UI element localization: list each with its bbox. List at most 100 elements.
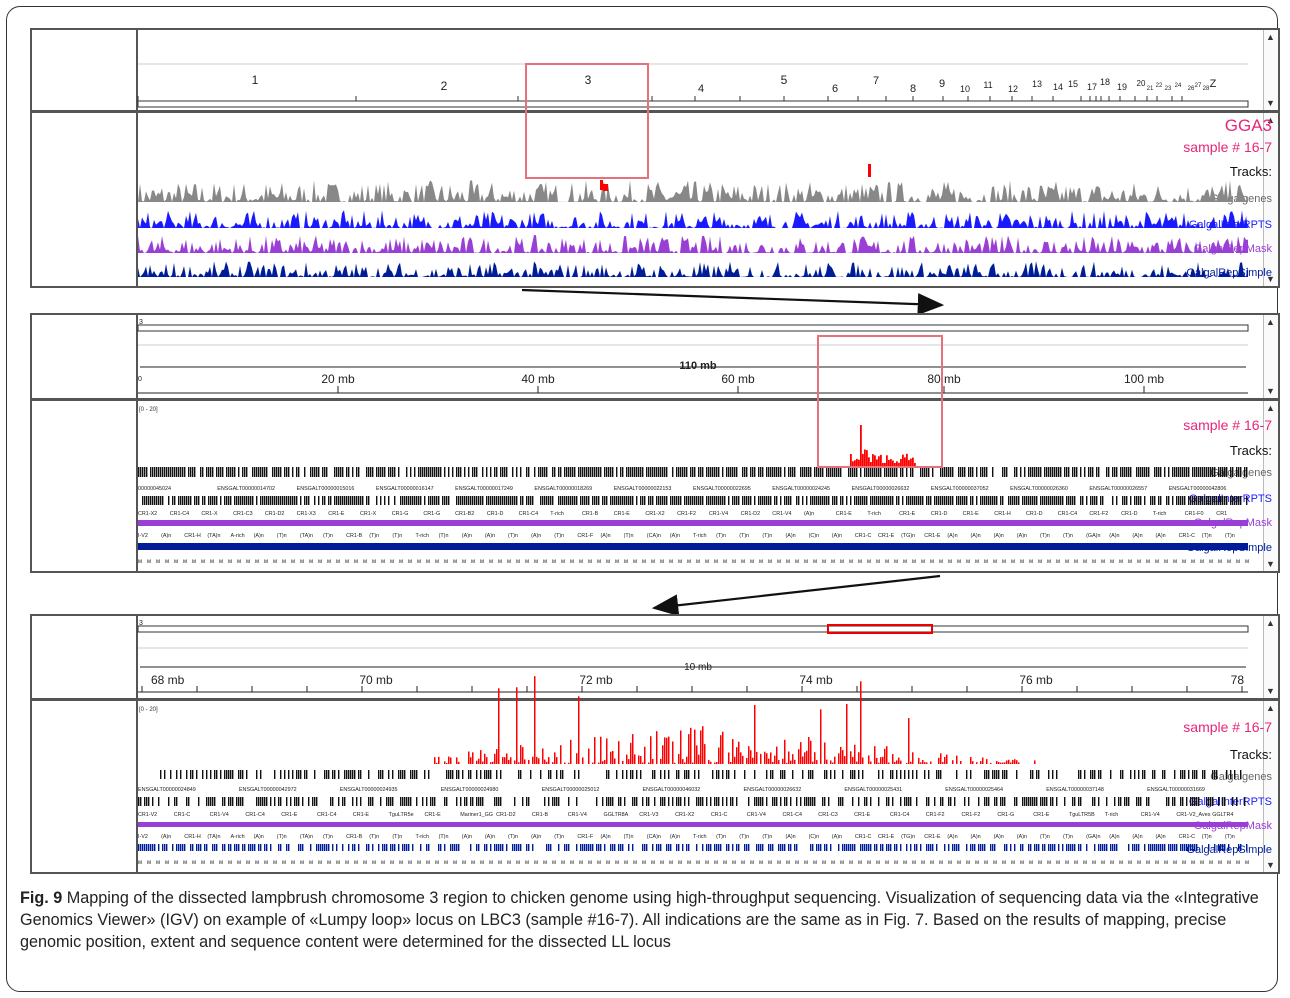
read-coverage-bar (690, 727, 692, 764)
repsimple-block (190, 844, 192, 851)
simple-repeat-label: T-rich (416, 533, 429, 539)
gene-block (1168, 467, 1170, 477)
track-marker: м (660, 559, 664, 565)
gene-block (1072, 467, 1074, 477)
read-coverage-bar (606, 738, 608, 764)
read-coverage-bar (628, 759, 630, 764)
read-coverage-bar (764, 751, 766, 764)
gene-block (860, 467, 862, 477)
interrpts-block (352, 496, 354, 505)
interrpts-block (296, 797, 298, 806)
interrpts-block (1056, 496, 1058, 505)
repsimple-block (1030, 844, 1032, 851)
tracks-scrollbar[interactable]: ▲ ▼ (1263, 401, 1278, 571)
interrpts-block (1002, 797, 1004, 806)
gene-block (422, 467, 424, 477)
interrpts-block (416, 496, 418, 505)
gene-block (346, 467, 348, 477)
interrpts-block (726, 797, 728, 806)
track-marker: м (750, 559, 754, 565)
track-marker: м (552, 860, 556, 866)
read-coverage-bar (486, 757, 488, 764)
interrpts-block (428, 496, 430, 505)
repsimple-block (782, 844, 784, 851)
repsimple-block (1238, 844, 1240, 851)
track-marker: м (246, 860, 250, 866)
gene-block (378, 467, 380, 477)
track-name-galgalrepsimple[interactable]: GalgalRepSimple (1186, 267, 1272, 279)
tracks-scrollbar[interactable]: ▲ ▼ (1263, 113, 1278, 286)
track-marker: м (1092, 860, 1096, 866)
gene-block (932, 467, 934, 477)
ruler-scrollbar[interactable]: ▲ ▼ (1263, 30, 1278, 110)
gene-block (1134, 770, 1136, 779)
interrpts-block (188, 797, 190, 806)
tracks-scrollbar[interactable]: ▲ ▼ (1263, 701, 1278, 872)
repsimple-block (236, 844, 238, 851)
track-name-galgalinterrpts[interactable]: GalgalInterRPTS (1188, 796, 1272, 808)
repsimple-block (302, 844, 304, 851)
gene-block (238, 770, 240, 779)
repsimple-block (728, 844, 730, 851)
interrpts-block (1152, 496, 1154, 505)
gene-block (1180, 467, 1182, 477)
repsimple-block (850, 844, 852, 851)
read-coverage-bar (846, 704, 848, 764)
interrpts-block (964, 797, 966, 806)
read-coverage-bar (810, 740, 812, 764)
gene-block (1142, 770, 1144, 779)
track-marker: м (156, 860, 160, 866)
gene-block (752, 467, 754, 477)
repeat-name-label: CR1-C4 (317, 812, 336, 818)
repsimple-block (880, 844, 882, 851)
repsimple-block (678, 844, 680, 851)
read-coverage-bar (446, 763, 448, 764)
gene-block (858, 770, 860, 779)
read-coverage-bar (854, 460, 856, 467)
read-coverage-bar (472, 752, 474, 764)
gene-block (754, 467, 756, 477)
gene-block (652, 467, 654, 477)
read-coverage-bar (800, 742, 802, 764)
tracks-label: Tracks: (1229, 747, 1272, 762)
repeat-name-label: CR1-C (711, 812, 728, 818)
gene-block (150, 467, 152, 477)
repsimple-block (1006, 844, 1008, 851)
track-marker: м (372, 559, 376, 565)
gene-block (398, 467, 400, 477)
gene-block (322, 467, 324, 477)
ruler-scrollbar[interactable]: ▲ ▼ (1263, 616, 1278, 698)
interrpts-block (558, 496, 560, 505)
read-coverage-bar (532, 756, 534, 764)
gene-block (984, 770, 986, 779)
repsimple-block (1110, 844, 1112, 851)
interrpts-block (346, 496, 348, 505)
gene-block (372, 467, 374, 477)
gene-block (840, 467, 842, 477)
ruler-scrollbar[interactable]: ▲ ▼ (1263, 315, 1278, 398)
repsimple-block (1208, 844, 1210, 851)
highlight-box-chr3 (525, 63, 649, 179)
gene-block (434, 467, 436, 477)
interrpts-block (1222, 797, 1224, 806)
track-marker: м (291, 860, 295, 866)
track-marker: м (1119, 860, 1123, 866)
interrpts-block (622, 496, 624, 505)
gene-block (230, 467, 232, 477)
gene-block (570, 467, 572, 477)
simple-repeat-label: (A)n (971, 533, 981, 539)
gene-block (716, 467, 718, 477)
gene-block (578, 770, 580, 779)
interrpts-block (546, 496, 548, 505)
interrpts-block (1122, 496, 1124, 505)
read-coverage-bar (1012, 759, 1014, 764)
interrpts-block (456, 496, 458, 505)
interrpts-block (980, 496, 982, 505)
gene-block (1224, 467, 1226, 477)
read-coverage-bar (972, 761, 974, 764)
read-coverage-bar (850, 454, 852, 467)
gene-block (772, 770, 774, 779)
track-marker: м (1164, 559, 1168, 565)
interrpts-block (1114, 797, 1116, 806)
gene-block (1212, 770, 1214, 779)
